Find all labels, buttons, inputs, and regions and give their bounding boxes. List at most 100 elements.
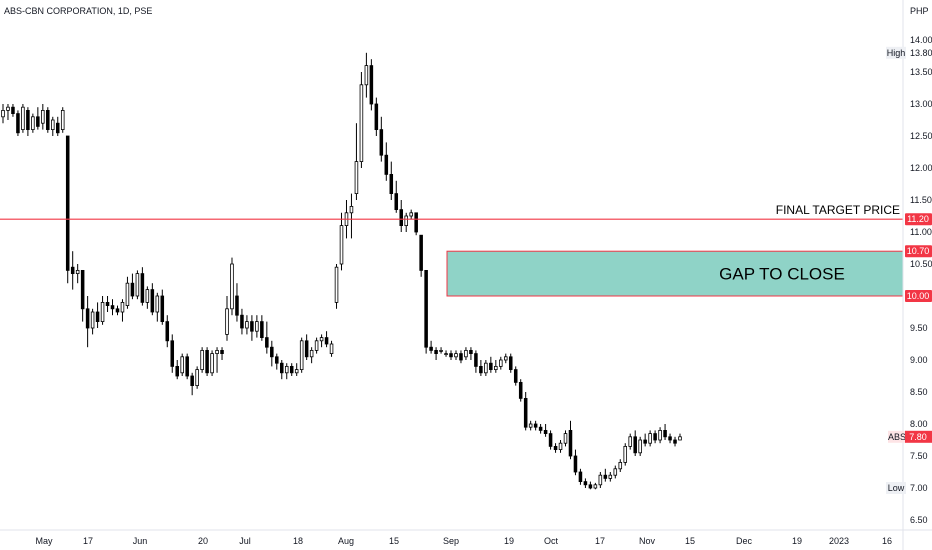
candle-body-up xyxy=(608,474,613,479)
candle-body-down xyxy=(469,349,473,354)
candle xyxy=(504,353,508,364)
y-tick-label: 8.00 xyxy=(910,419,928,429)
candle-body-down xyxy=(105,301,110,306)
candle xyxy=(170,334,175,373)
currency-label: PHP xyxy=(910,6,929,16)
candle xyxy=(21,104,25,133)
candle xyxy=(479,360,483,376)
candle-body-up xyxy=(648,433,652,444)
candle xyxy=(105,296,110,312)
candle-body-up xyxy=(90,311,95,329)
candle-body-down xyxy=(235,295,239,316)
last-price-symbol: ABS xyxy=(888,432,906,442)
candle-body-up xyxy=(494,365,498,370)
x-tick-label: 19 xyxy=(792,536,802,546)
candle-body-up xyxy=(180,356,184,374)
time-axis[interactable]: May 17 Jun 20 Jul 18 Aug 15 Sep 19 Oct 17 Nov 15 Dec 19… xyxy=(0,529,932,546)
candle-body-up xyxy=(558,442,563,451)
candle xyxy=(583,478,588,488)
candle xyxy=(60,107,65,133)
last-price-box xyxy=(905,430,932,443)
candle xyxy=(135,270,140,300)
candle-body-up xyxy=(284,365,289,374)
candle-body-up xyxy=(230,263,234,310)
candle-body-down xyxy=(260,321,264,339)
candle xyxy=(90,308,95,335)
candle-body-down xyxy=(11,106,15,114)
candle-body-up xyxy=(439,349,443,352)
candle xyxy=(120,299,125,322)
candle-body-down xyxy=(449,353,453,358)
candle-body-up xyxy=(225,308,229,335)
candle-body-up xyxy=(255,321,259,332)
candle xyxy=(568,420,573,460)
candle xyxy=(578,468,583,485)
candle xyxy=(638,436,642,456)
candle-body-up xyxy=(314,340,319,351)
price-axis[interactable]: 14.00 13.80 13.50 13.00 12.50 12.00 11.50 11.00… xyxy=(886,0,932,550)
candle-body-down xyxy=(643,439,647,444)
candle xyxy=(200,347,204,373)
candle-body-down xyxy=(568,429,573,457)
gap-top-badge-value: 10.70 xyxy=(907,246,930,256)
candle-body-up xyxy=(454,353,458,358)
candle xyxy=(334,264,339,309)
x-tick-label: 20 xyxy=(198,536,208,546)
x-tick-label: 15 xyxy=(389,536,399,546)
x-tick-label: Dec xyxy=(736,536,753,546)
candle xyxy=(185,353,189,380)
candle-body-up xyxy=(593,484,598,489)
candle xyxy=(658,427,662,444)
candle-body-down xyxy=(95,311,100,323)
candle xyxy=(374,97,379,136)
chart-symbol-title: ABS-CBN CORPORATION, 1D, PSE xyxy=(4,6,152,16)
candle-body-up xyxy=(409,212,413,217)
candle xyxy=(110,299,115,316)
candle xyxy=(543,424,548,437)
candle xyxy=(618,459,623,472)
candle xyxy=(319,334,324,348)
candle xyxy=(115,305,120,316)
candle xyxy=(588,481,593,490)
y-tick-label: 13.00 xyxy=(910,99,932,109)
y-tick-label: 9.50 xyxy=(910,323,928,333)
y-tick-label: 14.00 xyxy=(910,35,932,45)
candle-body-down xyxy=(603,474,608,479)
candle xyxy=(36,107,40,130)
candle xyxy=(55,116,60,136)
candle xyxy=(220,347,224,360)
candle-body-down xyxy=(578,471,583,483)
candle-body-up xyxy=(618,461,623,470)
candle xyxy=(563,430,568,447)
gap-bottom-badge: 10.00 xyxy=(905,290,932,302)
candle xyxy=(364,52,369,98)
candle xyxy=(304,334,309,360)
candle-body-down xyxy=(489,362,493,371)
candle xyxy=(65,135,70,284)
gap-zone-box xyxy=(446,250,904,297)
candle-body-down xyxy=(573,455,578,473)
candle-body-down xyxy=(220,349,224,354)
candle xyxy=(31,113,35,133)
candle xyxy=(494,360,498,373)
candle xyxy=(175,360,179,380)
candle-body-up xyxy=(359,84,364,163)
candle-body-down xyxy=(663,429,667,438)
candle-body-down xyxy=(434,349,438,354)
candle-body-up xyxy=(245,321,249,329)
candle-body-down xyxy=(85,308,90,329)
candle xyxy=(80,269,85,322)
x-tick-label: 17 xyxy=(595,536,605,546)
last-price-marker: ABS 7.80 xyxy=(888,430,932,443)
candle-body-up xyxy=(638,439,642,454)
candle xyxy=(404,212,408,232)
candle xyxy=(623,443,628,466)
candle-body-up xyxy=(623,445,628,463)
candle-body-up xyxy=(155,295,160,313)
gap-top-badge: 10.70 xyxy=(905,245,932,258)
y-tick-label: 9.00 xyxy=(910,355,928,365)
candle xyxy=(489,356,493,373)
candle xyxy=(414,212,418,236)
